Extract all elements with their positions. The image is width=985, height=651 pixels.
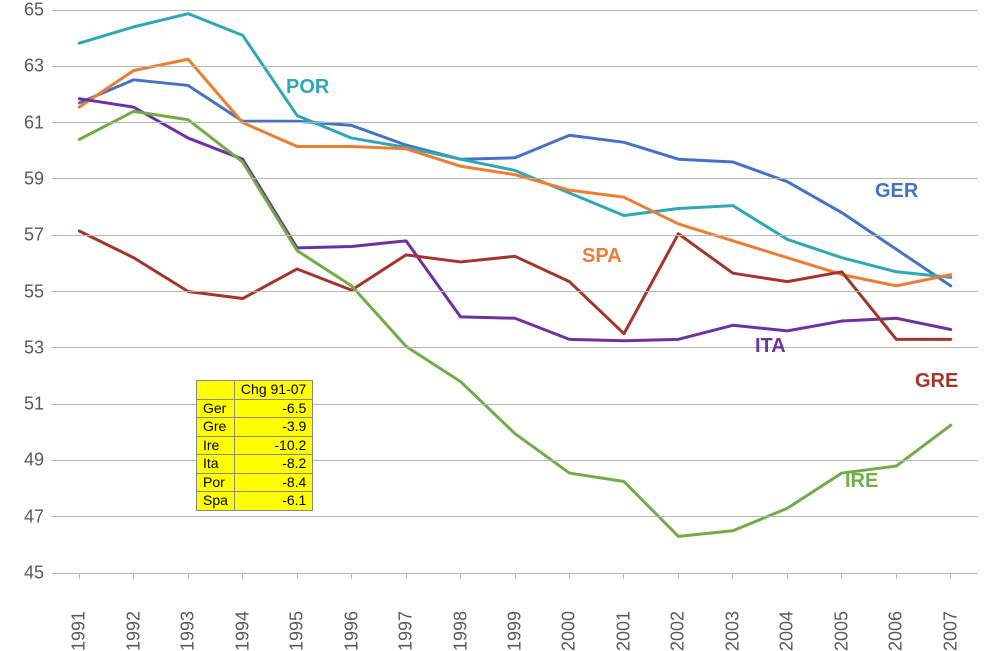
x-axis-label: 1996 (341, 611, 362, 651)
x-tick (841, 573, 842, 579)
x-axis-label: 1992 (123, 611, 144, 651)
series-label-ire: IRE (845, 470, 878, 493)
change-table-header-blank (197, 381, 235, 400)
line-chart: 45 47 49 51 53 55 57 59 61 63 65 1991 1992 1993 1994 19… (0, 0, 985, 648)
y-axis-label: 51 (8, 394, 44, 415)
x-axis-label: 2001 (613, 611, 634, 651)
change-table-value: -8.4 (234, 473, 312, 492)
x-tick (297, 573, 298, 579)
y-axis-label: 55 (8, 281, 44, 302)
x-axis-label: 1999 (505, 611, 526, 651)
y-axis-label: 63 (8, 56, 44, 77)
series-label-por: POR (286, 76, 329, 99)
y-axis-label: 45 (8, 563, 44, 584)
gridline (52, 460, 978, 461)
y-axis-label: 65 (8, 0, 44, 21)
x-axis-label: 1995 (287, 611, 308, 651)
x-tick (133, 573, 134, 579)
change-table-value: -3.9 (234, 418, 312, 437)
series-gre (79, 231, 951, 339)
y-axis-label: 61 (8, 112, 44, 133)
gridline (52, 404, 978, 405)
series-label-gre: GRE (915, 370, 958, 393)
x-axis-label: 2004 (777, 611, 798, 651)
x-axis-label: 2002 (668, 611, 689, 651)
x-tick (623, 573, 624, 579)
gridline (52, 235, 978, 236)
y-axis-label: 49 (8, 450, 44, 471)
gridline (52, 178, 978, 179)
x-axis-label: 1997 (396, 611, 417, 651)
x-axis-label: 2006 (886, 611, 907, 651)
change-table: Chg 91-07Ger-6.5Gre-3.9Ire-10.2Ita-8.2Po… (196, 380, 313, 511)
x-axis-label: 1991 (69, 611, 90, 651)
change-table-header: Chg 91-07 (234, 381, 312, 400)
change-table-value: -6.5 (234, 399, 312, 418)
change-table-value: -8.2 (234, 455, 312, 474)
x-axis-label: 2007 (940, 611, 961, 651)
gridline (52, 122, 978, 123)
x-axis-label: 2005 (831, 611, 852, 651)
x-tick (787, 573, 788, 579)
x-tick (406, 573, 407, 579)
x-tick (460, 573, 461, 579)
x-tick (188, 573, 189, 579)
y-axis-label: 53 (8, 337, 44, 358)
series-label-ger: GER (875, 180, 918, 203)
chart-svg (0, 0, 985, 648)
x-axis-label: 1993 (178, 611, 199, 651)
change-table-name: Spa (197, 492, 235, 511)
gridline (52, 347, 978, 348)
x-tick (351, 573, 352, 579)
x-tick (896, 573, 897, 579)
x-tick (732, 573, 733, 579)
x-axis-label: 1998 (450, 611, 471, 651)
x-tick (242, 573, 243, 579)
series-label-spa: SPA (582, 245, 622, 268)
x-tick (569, 573, 570, 579)
x-axis-label: 1994 (232, 611, 253, 651)
y-axis-label: 47 (8, 506, 44, 527)
change-table-name: Ire (197, 436, 235, 455)
y-axis-label: 57 (8, 225, 44, 246)
gridline (52, 66, 978, 67)
change-table-name: Ita (197, 455, 235, 474)
x-tick (515, 573, 516, 579)
change-table-value: -6.1 (234, 492, 312, 511)
y-axis-label: 59 (8, 168, 44, 189)
change-table-name: Ger (197, 399, 235, 418)
x-tick (678, 573, 679, 579)
x-axis-label: 2000 (559, 611, 580, 651)
change-table-value: -10.2 (234, 436, 312, 455)
gridline (52, 10, 978, 11)
gridline (52, 516, 978, 517)
x-tick (950, 573, 951, 579)
change-table-name: Por (197, 473, 235, 492)
x-axis-label: 2003 (722, 611, 743, 651)
gridline (52, 291, 978, 292)
change-table-name: Gre (197, 418, 235, 437)
x-tick (79, 573, 80, 579)
series-label-ita: ITA (755, 335, 786, 358)
